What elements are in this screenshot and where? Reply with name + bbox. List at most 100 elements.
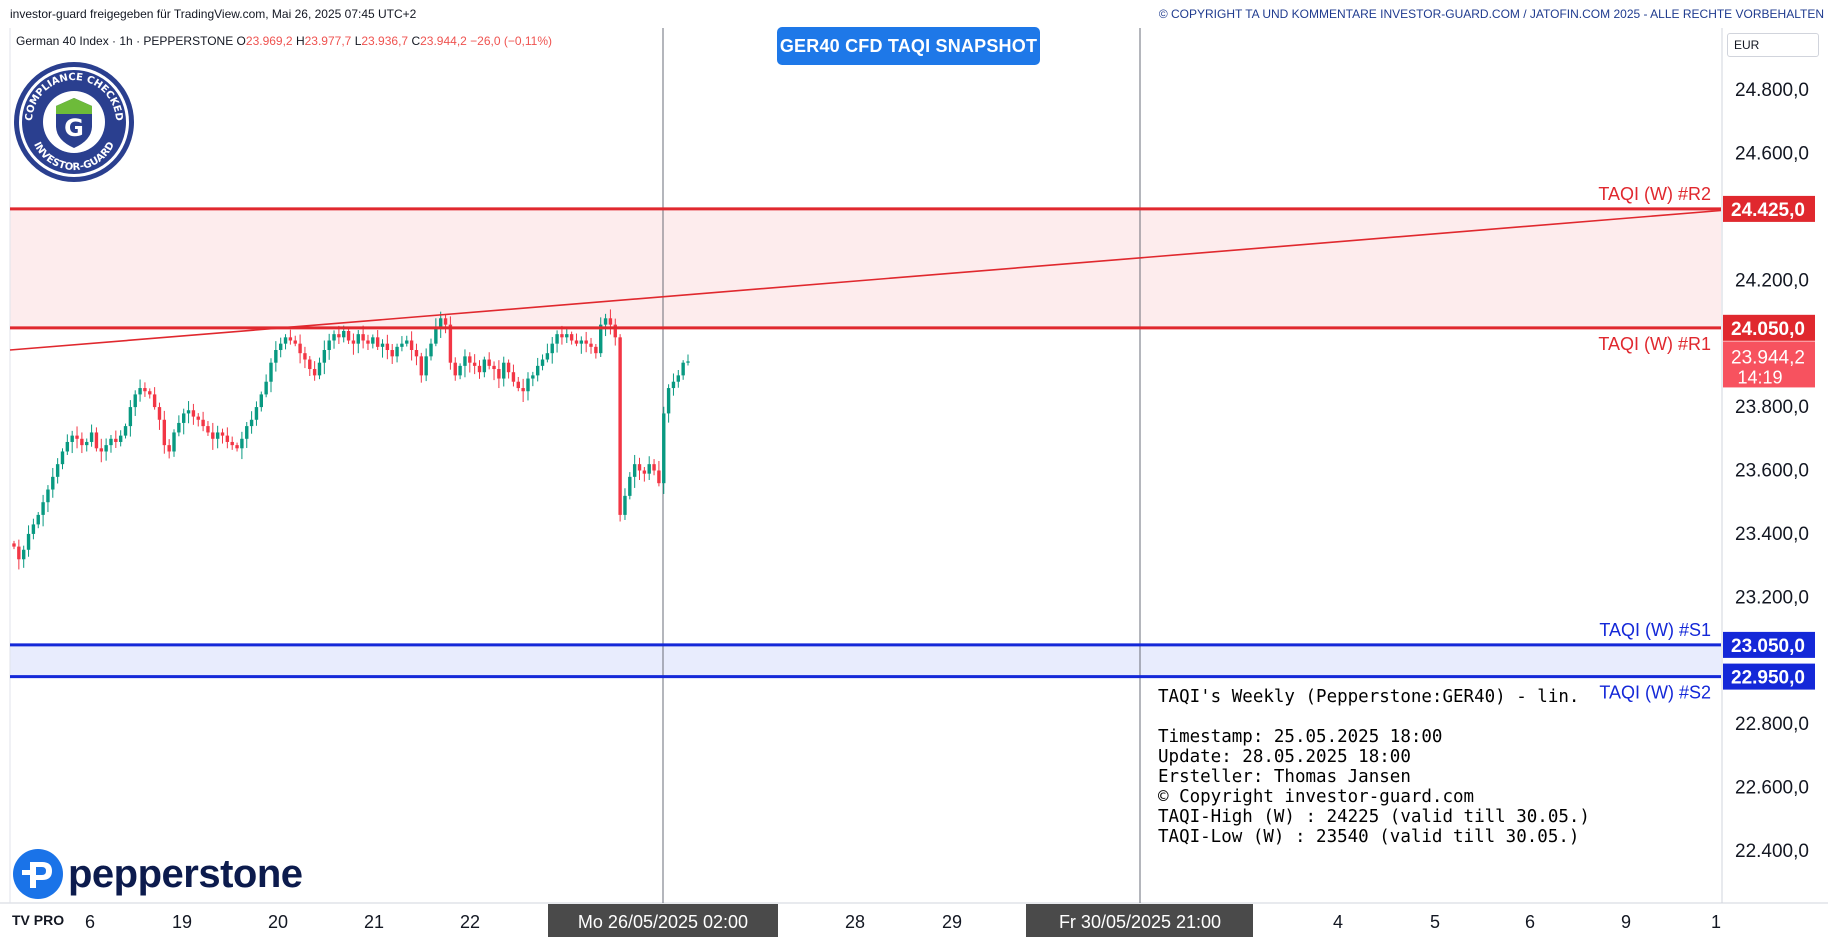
- candle-body: [657, 470, 661, 484]
- taqi-info-box: TAQI's Weekly (Pepperstone:GER40) - lin.…: [1158, 687, 1590, 847]
- candle-body: [652, 464, 656, 471]
- symbol-name[interactable]: German 40 Index · 1h · PEPPERSTONE: [16, 34, 234, 48]
- x-tick-label: 20: [268, 912, 288, 932]
- level-price-tag: [1723, 631, 1815, 658]
- candle-body: [497, 369, 501, 379]
- candle-body: [51, 476, 55, 490]
- level-price-tag: [1723, 314, 1815, 341]
- candle-body: [148, 391, 152, 395]
- candle-body: [662, 413, 666, 484]
- publish-info: investor-guard freigegeben für TradingVi…: [10, 7, 417, 21]
- candle-body: [249, 419, 254, 427]
- countdown-label: 14:19: [1737, 367, 1782, 387]
- y-tick-label: 22.600,0: [1735, 778, 1809, 799]
- x-tick-label: 22: [460, 912, 480, 932]
- candle-body: [123, 426, 128, 436]
- candle-body: [70, 435, 74, 442]
- x-tick-label: 6: [1525, 912, 1535, 932]
- crosshair-time-tag: [548, 904, 778, 937]
- candle-body: [254, 407, 259, 420]
- candle-body: [235, 445, 239, 449]
- candle-body: [434, 327, 438, 344]
- candle-body: [584, 340, 588, 344]
- candle-body: [565, 334, 569, 338]
- level-price-label: 24.425,0: [1731, 200, 1805, 221]
- candle-body: [269, 362, 273, 382]
- level-price-label: 23.050,0: [1731, 636, 1805, 657]
- x-tick-label: 28: [845, 912, 865, 932]
- candle-body: [215, 432, 220, 439]
- candle-body: [60, 451, 65, 465]
- level-price-tag: [1723, 195, 1815, 222]
- candle-body: [245, 426, 249, 439]
- copyright-notice: © COPYRIGHT TA UND KOMMENTARE INVESTOR-G…: [1158, 7, 1824, 21]
- candle-body: [118, 435, 123, 442]
- candle-body: [303, 353, 307, 360]
- open-label: O: [236, 34, 246, 48]
- candle-body: [99, 448, 103, 452]
- candle-body: [424, 356, 428, 376]
- candle-body: [361, 334, 365, 341]
- candle-body: [317, 362, 322, 376]
- candle-body: [458, 365, 462, 376]
- x-tick-label: 1: [1711, 912, 1721, 932]
- candle-body: [409, 340, 414, 351]
- candle-body: [506, 362, 511, 373]
- candle-body: [521, 388, 525, 392]
- candle-body: [472, 362, 477, 366]
- candle-body: [608, 318, 613, 325]
- candle-body: [599, 324, 603, 354]
- crosshair-time-label: Mo 26/05/2025 02:00: [578, 912, 748, 932]
- level-name-label: TAQI (W) #R2: [1598, 184, 1711, 204]
- candle-body: [535, 365, 540, 376]
- candle-body: [80, 438, 84, 446]
- info-title: TAQI's Weekly (Pepperstone:GER40) - lin.: [1158, 687, 1580, 707]
- candle-body: [642, 470, 647, 474]
- candle-body: [579, 340, 584, 344]
- x-tick-label: 21: [364, 912, 384, 932]
- candle-body: [448, 324, 453, 363]
- candle-body: [167, 445, 171, 452]
- level-price-label: 24.050,0: [1731, 319, 1805, 340]
- candle-body: [400, 343, 404, 347]
- symbol-legend[interactable]: German 40 Index · 1h · PEPPERSTONE O23.9…: [16, 34, 552, 48]
- candle-body: [288, 337, 293, 341]
- candle-body: [560, 334, 564, 338]
- x-tick-label: 5: [1430, 912, 1440, 932]
- candle-body: [628, 476, 632, 496]
- tradingview-logo[interactable]: TV PRO: [12, 912, 65, 928]
- info-taqi-high: TAQI-High (W) : 24225 (valid till 30.05.…: [1158, 807, 1590, 827]
- y-tick-label: 23.600,0: [1735, 461, 1809, 482]
- compliance-stamp-logo: COMPLIANCE CHECKED INVESTOR-GUARD G: [14, 62, 134, 182]
- candle-body: [380, 343, 385, 347]
- candle-body: [138, 388, 142, 395]
- candle-body: [632, 464, 637, 477]
- stamp-letter: G: [64, 114, 84, 142]
- pepperstone-logo: pepperstone: [12, 848, 303, 900]
- candle-body: [671, 381, 676, 389]
- candle-body: [637, 464, 642, 471]
- candle-body: [516, 381, 520, 389]
- candle-body: [618, 337, 622, 515]
- candle-body: [371, 337, 375, 344]
- candle-body: [55, 464, 60, 477]
- currency-selector[interactable]: EUR: [1727, 33, 1819, 57]
- candle-body: [366, 340, 370, 344]
- candle-body: [531, 375, 535, 379]
- info-update: Update: 28.05.2025 18:00: [1158, 747, 1411, 767]
- candle-body: [555, 334, 559, 344]
- candle-body: [21, 549, 26, 560]
- candle-body: [351, 340, 356, 344]
- candle-body: [322, 350, 327, 363]
- candle-body: [225, 435, 230, 442]
- candle-body: [186, 410, 191, 414]
- candle-body: [278, 343, 283, 351]
- marker-time-tag: [1026, 904, 1253, 937]
- candle-body: [385, 343, 390, 351]
- candle-body: [487, 359, 491, 366]
- candle-body: [109, 438, 113, 446]
- candle-body: [686, 361, 690, 363]
- candle-body: [676, 375, 681, 382]
- level-name-label: TAQI (W) #R1: [1598, 334, 1711, 354]
